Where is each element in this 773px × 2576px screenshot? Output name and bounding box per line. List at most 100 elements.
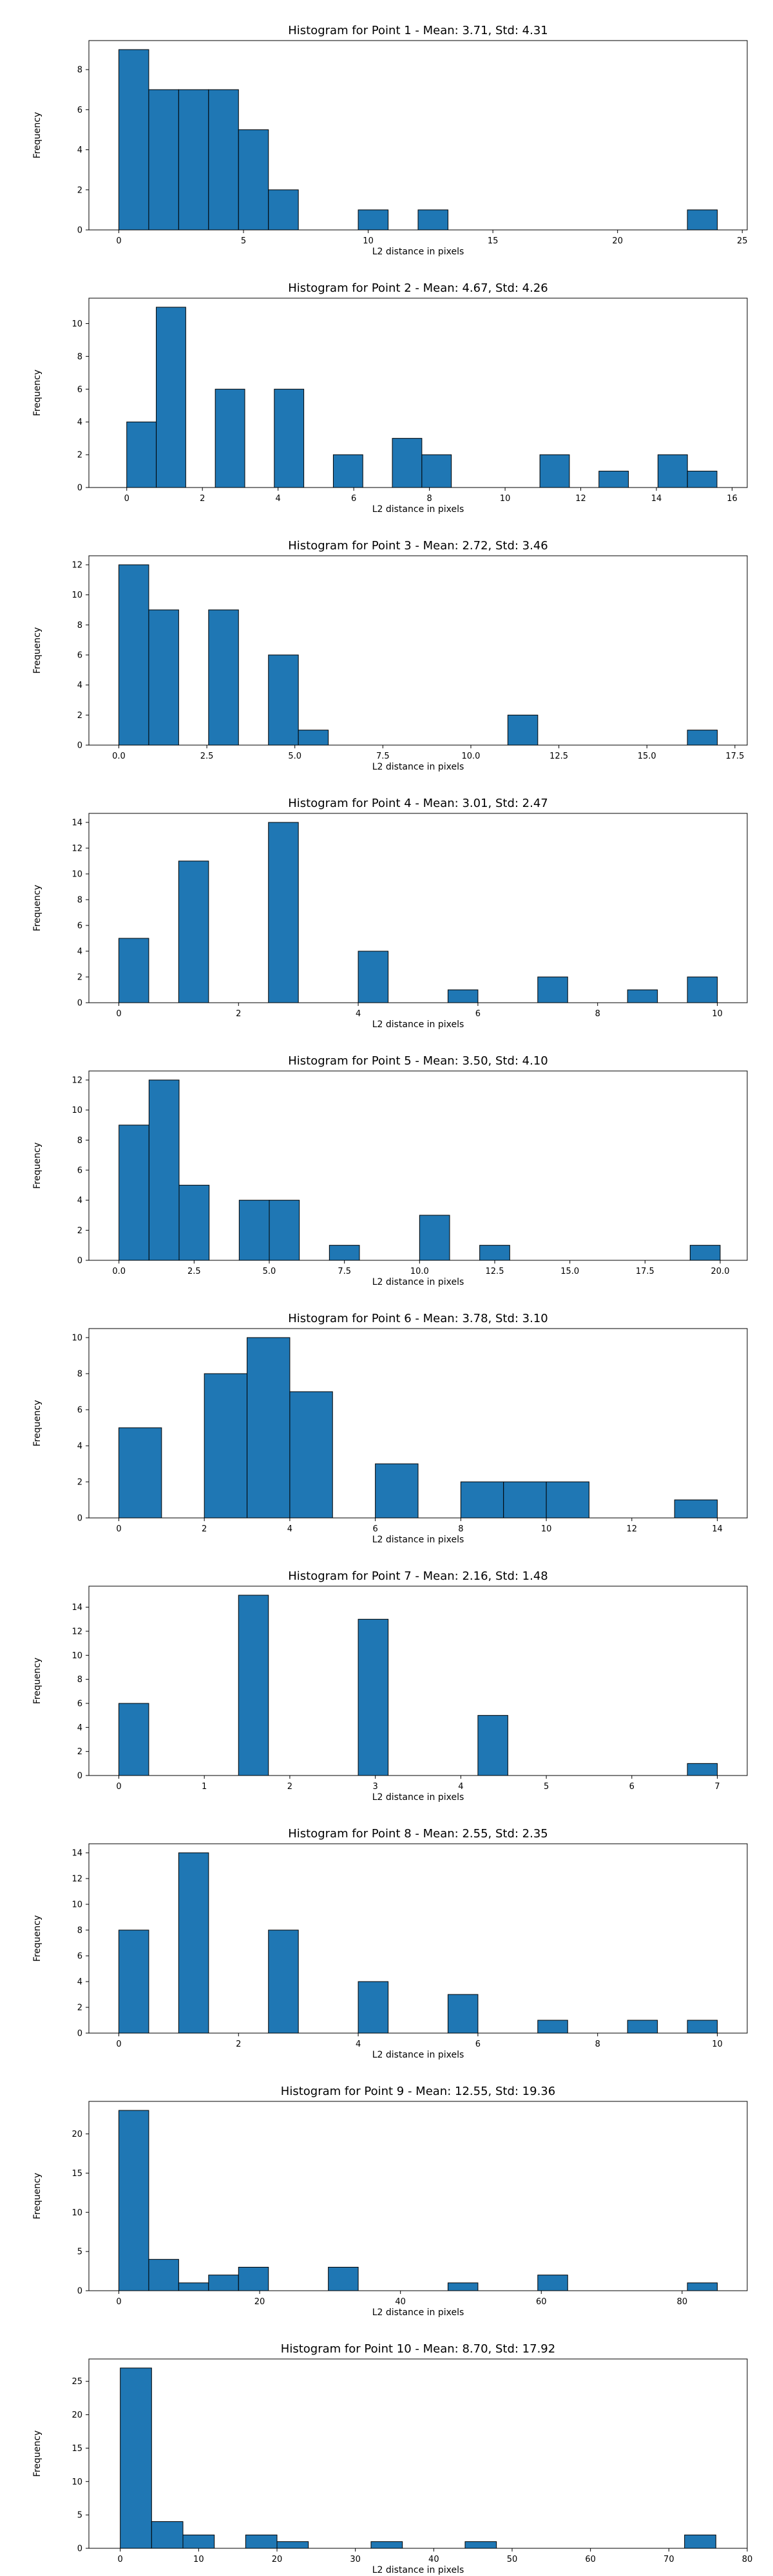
y-tick-label-6-6: 10 [72,1334,82,1343]
y-tick-label-2-2: 2 [77,451,82,460]
histogram-bar-6-5 [375,1463,419,1519]
histogram-bar-8-5 [447,1994,479,2034]
y-axis-label-7: Frequency [32,1658,43,1704]
y-tick-label-6-2: 2 [77,1478,82,1488]
histogram-bar-2-7 [421,454,452,488]
y-tick-label-8-5: 8 [77,1926,82,1936]
x-tick-label-8-4: 6 [475,2040,481,2049]
x-tick-label-2-4: 6 [351,494,356,504]
x-tick-label-5-3: 5.0 [263,1267,276,1276]
x-tick-label-6-4: 6 [372,1524,377,1534]
histogram-bar-5-7 [419,1215,450,1261]
histogram-bar-4-2 [178,860,209,1003]
histogram-bar-10-5 [276,2541,309,2549]
x-tick-label-3-5: 10.0 [462,752,481,761]
histogram-bar-1-3 [178,89,209,231]
histogram-bar-5-2 [148,1079,180,1261]
histogram-bar-9-7 [447,2282,479,2291]
x-tick-label-6-3: 4 [287,1524,292,1534]
y-tick-label-7-6: 10 [72,1651,82,1661]
x-tick-label-5-4: 7.5 [338,1267,351,1276]
x-tick-label-6-8: 14 [712,1524,723,1534]
histogram-bar-3-7 [687,730,718,746]
x-tick-label-3-8: 17.5 [725,752,744,761]
x-tick-label-1-1: 0 [116,236,121,246]
plot-frame-5 [88,1070,748,1261]
x-tick-label-8-5: 8 [595,2040,600,2049]
y-axis-label-9: Frequency [32,2173,43,2219]
x-tick-label-4-4: 6 [475,1009,481,1019]
x-tick-label-6-2: 2 [202,1524,207,1534]
x-tick-label-4-5: 8 [595,1009,600,1019]
x-tick-label-6-5: 8 [458,1524,463,1534]
x-tick-label-8-1: 0 [116,2040,121,2049]
x-tick-label-1-2: 5 [241,236,246,246]
histogram-bar-2-9 [598,471,629,488]
x-tick-label-8-2: 2 [236,2040,241,2049]
x-axis-label-7: L2 distance in pixels [372,1792,464,1803]
chart-title-7: Histogram for Point 7 - Mean: 2.16, Std:… [288,1569,548,1583]
y-axis-label-4: Frequency [32,885,43,931]
histogram-bar-6-1 [118,1427,162,1519]
x-tick-label-2-7: 12 [575,494,586,504]
y-tick-label-2-3: 4 [77,418,82,428]
y-tick-label-6-4: 6 [77,1406,82,1416]
x-tick-label-5-1: 0.0 [112,1267,126,1276]
y-tick-label-3-2: 2 [77,711,82,721]
x-tick-label-3-2: 2.5 [200,752,214,761]
x-tick-label-7-5: 4 [458,1782,463,1792]
histogram-bar-3-6 [507,714,539,746]
y-tick-label-4-6: 10 [72,870,82,880]
histogram-bar-2-5 [332,454,363,488]
x-tick-label-10-3: 20 [272,2555,283,2564]
histogram-bar-8-8 [687,2020,718,2034]
histogram-panel-7: Histogram for Point 7 - Mean: 2.16, Std:… [32,1569,748,1803]
y-tick-label-10-3: 10 [72,2477,82,2487]
x-tick-label-10-5: 40 [428,2555,439,2564]
histogram-bar-5-3 [178,1184,210,1261]
histogram-bar-2-1 [126,421,157,488]
y-tick-label-10-5: 20 [72,2410,82,2420]
chart-title-10: Histogram for Point 10 - Mean: 8.70, Std… [281,2342,555,2356]
y-tick-label-9-5: 20 [72,2130,82,2139]
x-tick-label-2-3: 4 [276,494,281,504]
x-tick-label-5-5: 10.0 [410,1267,429,1276]
x-tick-label-2-8: 14 [651,494,662,504]
x-tick-label-8-3: 4 [356,2040,361,2049]
x-tick-label-5-6: 12.5 [486,1267,504,1276]
histogram-bar-10-6 [370,2541,403,2549]
x-tick-label-5-2: 2.5 [187,1267,201,1276]
histogram-panel-1: Histogram for Point 1 - Mean: 3.71, Std:… [32,24,748,257]
x-tick-label-1-3: 10 [363,236,374,246]
y-tick-label-5-1: 0 [77,1256,82,1266]
y-tick-label-4-2: 2 [77,973,82,983]
histogram-bar-2-4 [274,388,305,488]
y-tick-label-7-4: 6 [77,1700,82,1709]
chart-title-4: Histogram for Point 4 - Mean: 3.01, Std:… [288,797,548,810]
x-tick-label-4-2: 2 [236,1009,241,1019]
x-tick-label-2-2: 2 [200,494,205,504]
histogram-bar-9-5 [238,2266,269,2291]
histogram-bar-9-9 [687,2282,718,2291]
x-tick-label-10-7: 60 [585,2555,596,2564]
histogram-bar-6-6 [460,1481,504,1519]
chart-title-9: Histogram for Point 9 - Mean: 12.55, Std… [281,2085,555,2098]
y-tick-label-5-7: 12 [72,1076,82,1086]
histogram-bar-1-6 [268,189,299,231]
plot-frame-7 [88,1586,748,1776]
histogram-bar-4-3 [268,822,299,1003]
x-tick-label-6-6: 10 [541,1524,552,1534]
x-tick-label-1-5: 20 [612,236,623,246]
y-tick-label-10-4: 15 [72,2444,82,2454]
x-tick-label-1-6: 25 [737,236,748,246]
histogram-bar-4-6 [537,976,568,1003]
chart-title-8: Histogram for Point 8 - Mean: 2.55, Std:… [288,1827,548,1841]
y-tick-label-6-1: 0 [77,1514,82,1524]
histogram-bar-7-1 [118,1703,149,1776]
histogram-panel-4: Histogram for Point 4 - Mean: 3.01, Std:… [32,797,748,1030]
x-tick-label-7-3: 2 [287,1782,292,1792]
x-tick-label-7-2: 1 [202,1782,207,1792]
x-tick-label-3-3: 5.0 [288,752,301,761]
